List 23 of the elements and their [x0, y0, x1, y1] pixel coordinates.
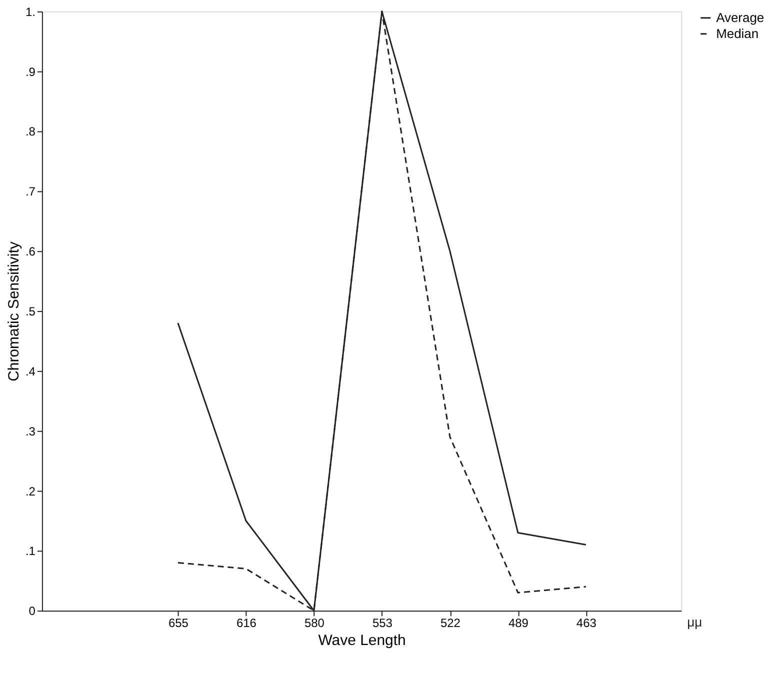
x-tick-label: 553: [372, 616, 393, 630]
x-tick-label: 522: [440, 616, 461, 630]
y-tick-label: 0: [28, 604, 36, 618]
y-tick-label: 1.: [25, 4, 36, 19]
legend-label: Average: [716, 10, 764, 25]
x-tick-label: 655: [168, 616, 189, 630]
y-axis-title: Chromatic Sensitivity: [5, 241, 22, 382]
x-tick-label: 616: [236, 616, 257, 630]
y-tick-label: .1: [25, 544, 36, 558]
y-tick-label: .8: [25, 124, 36, 139]
y-tick-label: .3: [25, 424, 36, 438]
legend-label: Median: [716, 26, 759, 41]
y-tick-label: .5: [25, 304, 36, 319]
x-tick-label: 463: [576, 616, 597, 630]
x-tick-label: 580: [304, 616, 325, 630]
y-tick-label: .7: [25, 184, 36, 199]
y-tick-label: .6: [25, 244, 36, 259]
y-tick-label: .9: [25, 64, 36, 79]
y-tick-label: .4: [25, 364, 36, 378]
y-tick-label: .2: [25, 484, 36, 498]
x-tick-label: 489: [508, 616, 529, 630]
text: μμ: [687, 614, 702, 630]
x-axis-title: Wave Length: [318, 632, 406, 650]
